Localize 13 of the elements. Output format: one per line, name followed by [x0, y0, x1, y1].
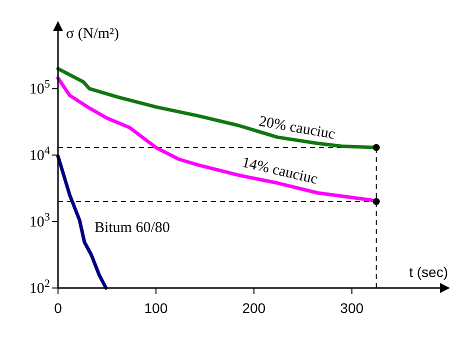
y-axis-title: σ (N/m²) [66, 26, 119, 42]
text: 20% cauciuc [258, 114, 337, 143]
y-tick-label: 10$^{3}$ [29, 212, 50, 231]
text: 14% cauciuc [240, 154, 320, 188]
series-label: Bitum 60/80 [94, 220, 170, 236]
x-tick-label: 0 [54, 300, 62, 316]
y-tick-label: 10$^{5}$ [29, 78, 50, 98]
x-axis-title: t (sec) [409, 264, 448, 280]
x-tick-label: 200 [242, 300, 266, 316]
x-tick-label: 300 [340, 300, 364, 316]
y-tick-label: 10$^{4}$ [29, 145, 50, 164]
x-tick-label: 100 [144, 300, 168, 316]
y-tick-label: 10$^{2}$ [29, 278, 50, 297]
